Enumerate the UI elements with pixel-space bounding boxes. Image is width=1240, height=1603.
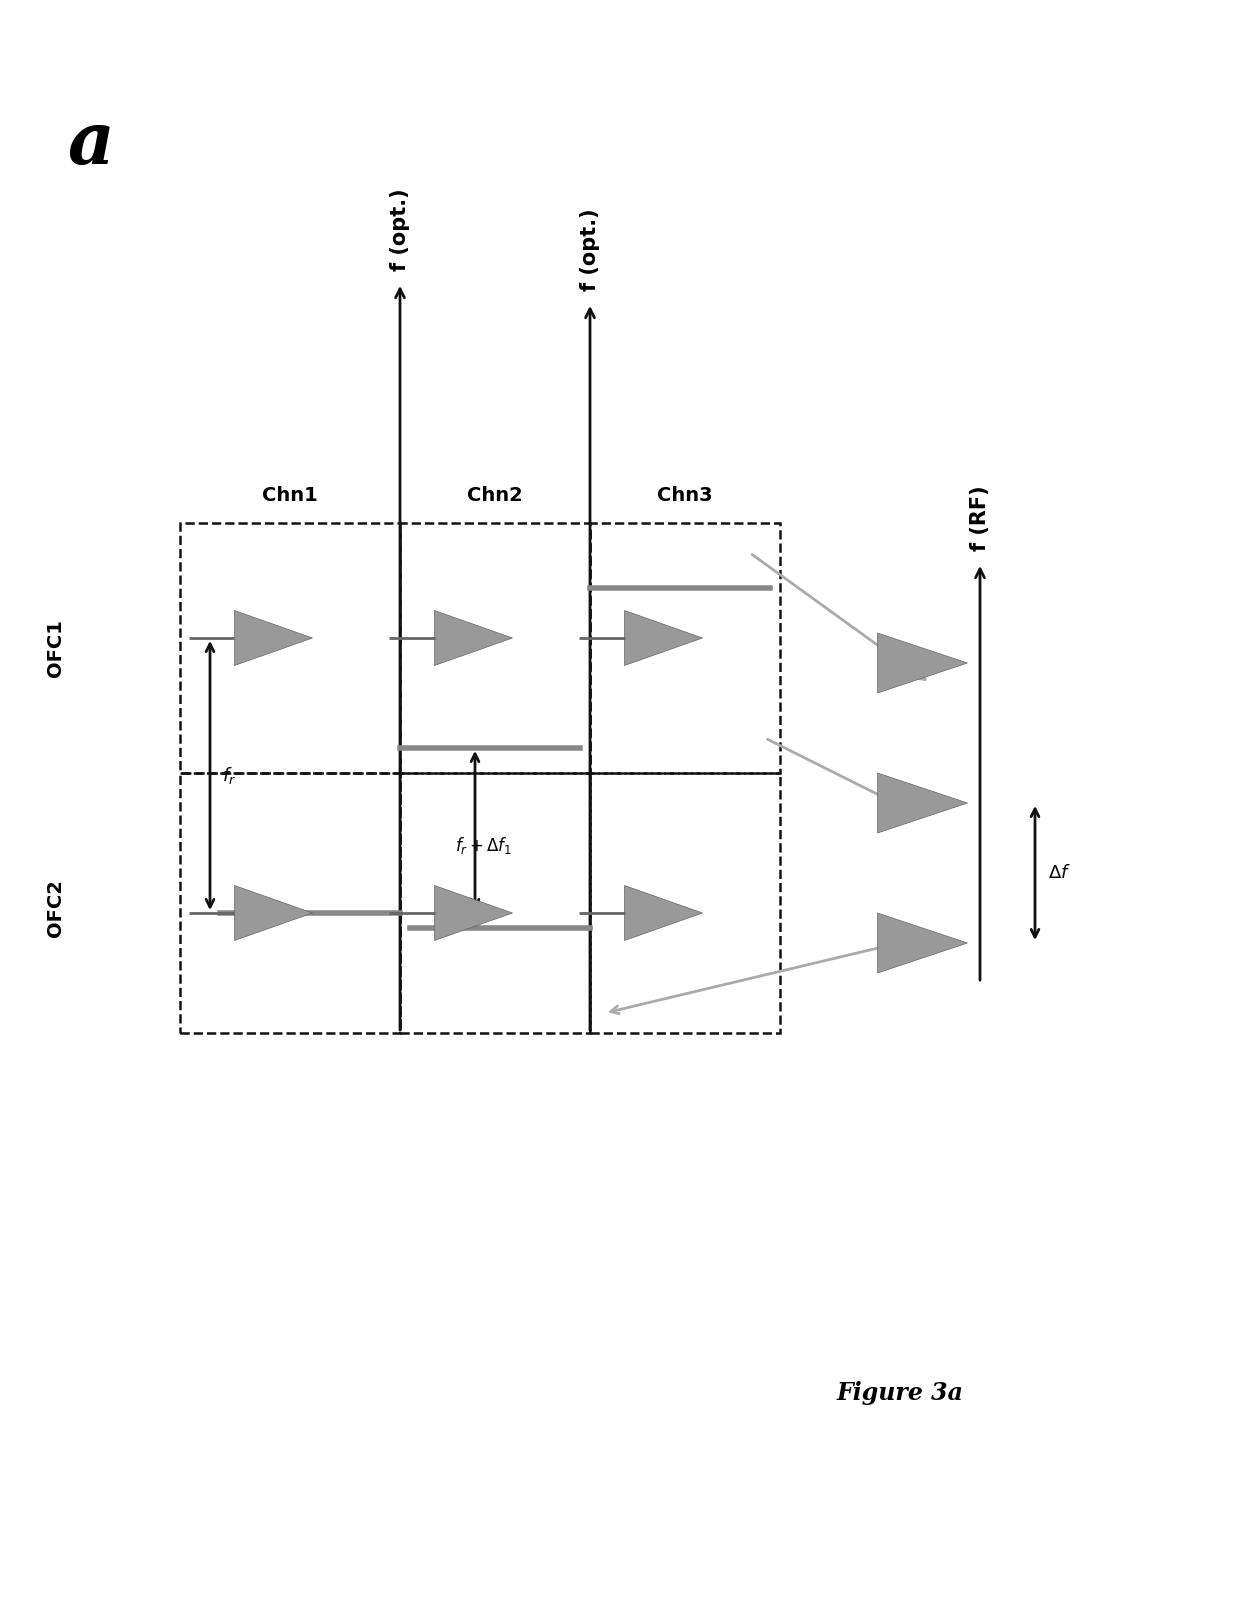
Text: Figure 3a: Figure 3a	[837, 1382, 963, 1404]
Bar	[590, 523, 780, 773]
Text: $f_r+\Delta f_1$: $f_r+\Delta f_1$	[455, 835, 512, 856]
Bar	[401, 523, 590, 773]
Bar	[590, 773, 780, 1032]
Polygon shape	[234, 885, 312, 941]
Polygon shape	[878, 773, 967, 834]
Polygon shape	[878, 914, 967, 973]
Text: Chn1: Chn1	[262, 486, 317, 505]
Polygon shape	[625, 611, 703, 665]
Text: OFC2: OFC2	[46, 878, 64, 936]
Polygon shape	[878, 633, 967, 692]
Text: f (opt.): f (opt.)	[391, 189, 410, 271]
Polygon shape	[234, 611, 312, 665]
Text: OFC1: OFC1	[46, 619, 64, 676]
Polygon shape	[625, 885, 703, 941]
Polygon shape	[434, 885, 512, 941]
Text: $f_r$: $f_r$	[222, 765, 236, 785]
Polygon shape	[434, 611, 512, 665]
Bar	[401, 773, 590, 1032]
Text: f (opt.): f (opt.)	[580, 208, 600, 292]
Text: a: a	[67, 107, 113, 178]
Bar	[180, 773, 401, 1032]
Text: $\Delta f$: $\Delta f$	[1048, 864, 1071, 882]
Bar	[180, 523, 401, 773]
Text: f (RF): f (RF)	[970, 486, 990, 551]
Text: Chn2: Chn2	[467, 486, 523, 505]
Text: Chn3: Chn3	[657, 486, 713, 505]
